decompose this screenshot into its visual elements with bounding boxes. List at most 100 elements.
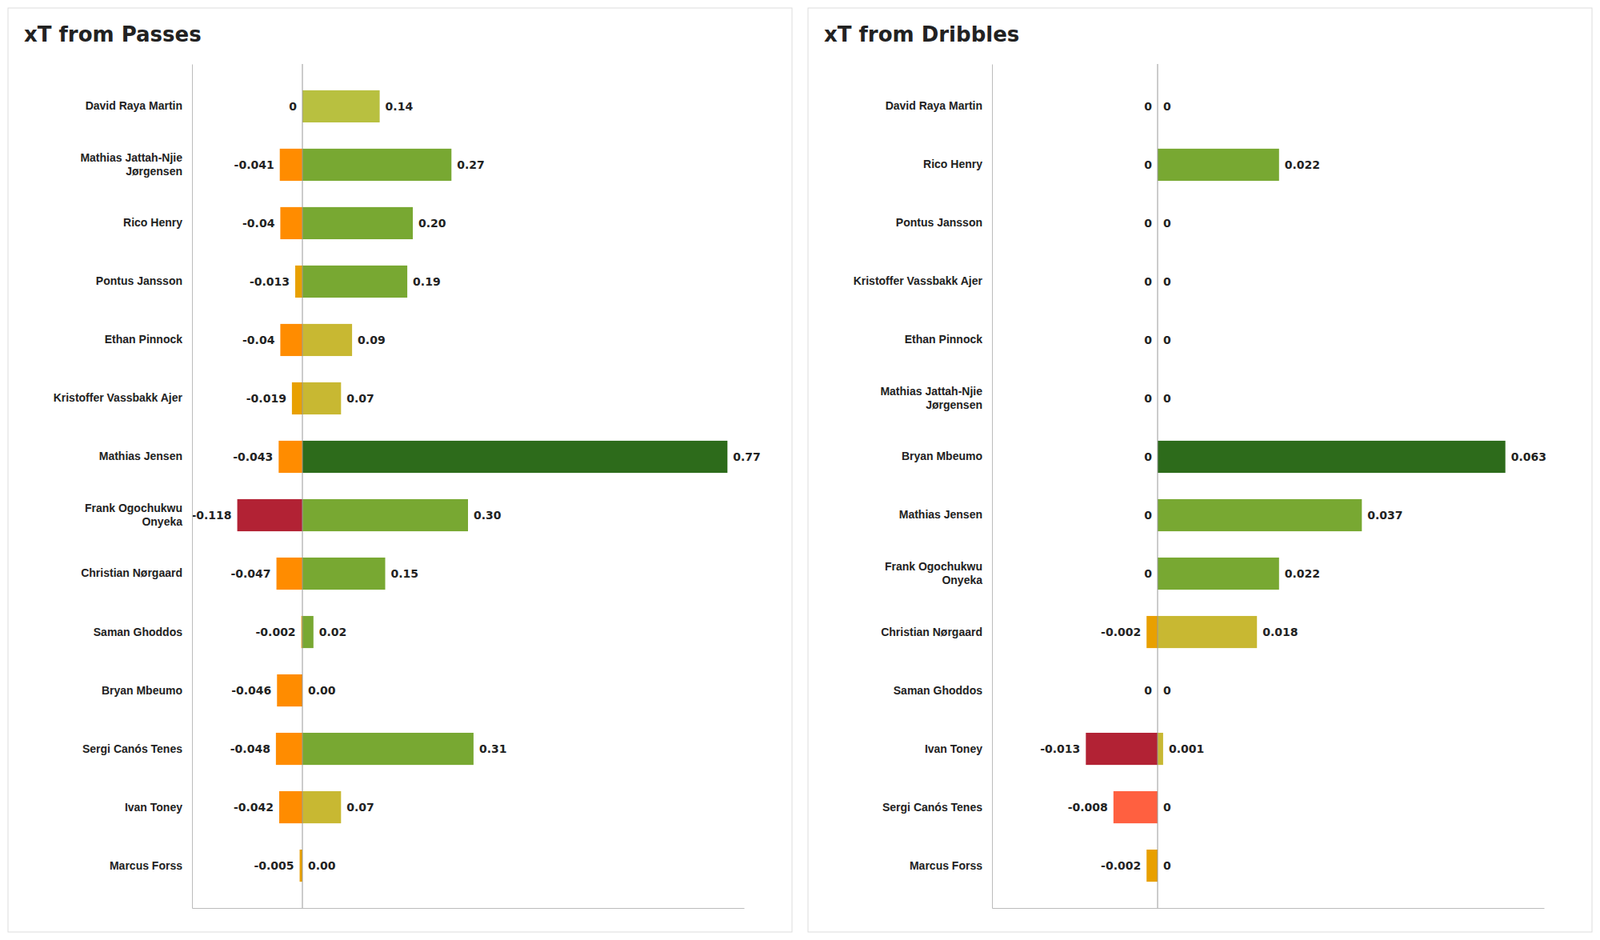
data-label: 0.07 [346, 392, 375, 405]
bar [300, 849, 303, 882]
y-tick-label: Ethan Pinnock [104, 332, 183, 346]
bar [278, 440, 303, 473]
zero-line [1157, 64, 1159, 908]
data-label: 0 [1163, 684, 1172, 697]
panel: xT from Dribbles000000000-0.0020-0.013-0… [808, 8, 1592, 932]
bar [1146, 849, 1158, 882]
x-axis-line [992, 908, 1545, 909]
data-label: -0.019 [246, 392, 287, 405]
data-label: 0.77 [732, 450, 761, 464]
y-axis: David Raya Martin Rico Henry Pontus Jansso… [853, 64, 993, 909]
y-tick-label: Mathias Jensen [899, 508, 983, 521]
y-tick: Mathias Jensen [99, 449, 183, 463]
data-label: 0.00 [308, 859, 336, 872]
data-label: 0 [288, 100, 297, 113]
y-tick-label: Mathias Jattah-NjieJørgensen [80, 151, 183, 178]
bar [1146, 616, 1158, 648]
data-label: -0.048 [230, 742, 271, 756]
y-tick-label: Pontus Jansson [96, 274, 183, 288]
y-tick: Bryan Mbeumo [101, 684, 183, 697]
bar [302, 90, 380, 123]
y-tick: Ethan Pinnock [904, 332, 983, 346]
data-label: 0.00 [308, 684, 336, 697]
plot: 0-0.041-0.04-0.013-0.04-0.019-0.043-0.11… [53, 64, 761, 909]
y-tick: Mathias Jattah-NjieJørgensen [80, 151, 183, 178]
bar [280, 324, 303, 356]
bar [302, 148, 452, 181]
data-label: 0.19 [412, 275, 441, 288]
bar [302, 265, 408, 298]
data-label: 0 [1144, 333, 1152, 347]
y-tick-label: Christian Nørgaard [80, 566, 183, 580]
chart-title: xT from Dribbles [824, 22, 1020, 47]
data-label: 0.022 [1284, 567, 1320, 580]
y-tick-label: Sergi Canós Tenes [882, 800, 983, 814]
data-label: -0.013 [249, 275, 290, 288]
y-tick: Pontus Jansson [96, 274, 183, 288]
panel-border [808, 8, 1592, 932]
y-tick-label: Ivan Toney [124, 800, 183, 814]
data-label: -0.002 [256, 625, 296, 639]
y-tick: David Raya Martin [885, 99, 983, 112]
bar [302, 440, 728, 473]
y-tick: Ivan Toney [124, 800, 183, 814]
data-label: 0 [1163, 216, 1172, 230]
data-label: 0 [1144, 567, 1152, 580]
y-tick: Mathias Jensen [899, 508, 983, 521]
y-axis: David Raya Martin Mathias Jattah-NjieJørg… [53, 64, 193, 909]
bar [1157, 148, 1280, 181]
y-tick-label: Saman Ghoddos [93, 625, 183, 639]
data-label: 0 [1163, 333, 1172, 347]
y-tick: Ethan Pinnock [104, 332, 183, 346]
bar [280, 207, 303, 240]
y-tick: Marcus Forss [109, 859, 183, 872]
bar [302, 791, 341, 824]
data-label: 0.037 [1367, 508, 1403, 522]
y-tick-label: Mathias Jattah-NjieJørgensen [880, 384, 983, 412]
data-label: -0.043 [232, 450, 273, 464]
bars [1085, 148, 1505, 882]
data-label: 0.20 [418, 216, 447, 230]
y-tick-label: Christian Nørgaard [880, 625, 983, 639]
bar [1157, 440, 1506, 473]
data-labels: 000000000-0.0020-0.013-0.008-0.00200.022… [1040, 100, 1547, 872]
data-label: -0.008 [1068, 800, 1108, 814]
y-tick-label: Frank OgochukwuOnyeka [884, 560, 983, 587]
data-label: 0 [1144, 275, 1152, 288]
bar [1157, 732, 1164, 765]
y-tick: Pontus Jansson [896, 216, 983, 229]
data-label: 0 [1144, 508, 1152, 522]
y-tick-label: David Raya Martin [85, 99, 183, 112]
y-tick: Sergi Canós Tenes [82, 742, 183, 756]
y-tick-label: Sergi Canós Tenes [82, 742, 183, 756]
y-tick: David Raya Martin [85, 99, 183, 112]
data-label: -0.04 [242, 333, 276, 347]
data-label: 0 [1144, 216, 1152, 230]
y-tick: Rico Henry [923, 157, 983, 171]
bar [302, 324, 352, 356]
data-label: 0 [1144, 684, 1152, 697]
bar [302, 382, 341, 415]
y-tick: Kristoffer Vassbakk Ajer [853, 274, 984, 288]
y-tick-label: Mathias Jensen [99, 449, 183, 463]
data-label: 0.07 [346, 800, 375, 814]
data-label: -0.002 [1100, 859, 1141, 872]
y-tick-label: Bryan Mbeumo [101, 684, 183, 697]
data-label: -0.013 [1040, 742, 1080, 756]
bar [276, 557, 303, 590]
data-labels: 0-0.041-0.04-0.013-0.04-0.019-0.043-0.11… [191, 100, 760, 872]
bar [1157, 616, 1257, 648]
y-tick: Saman Ghoddos [893, 684, 983, 697]
x-axis [992, 908, 1545, 909]
data-label: 0 [1144, 450, 1152, 464]
y-tick: Ivan Toney [924, 742, 983, 756]
data-label: 0 [1144, 100, 1152, 113]
data-label: -0.042 [233, 800, 274, 814]
data-label: -0.118 [191, 508, 232, 522]
data-label: 0 [1144, 158, 1152, 172]
y-tick: Frank OgochukwuOnyeka [884, 560, 983, 587]
bar [280, 148, 303, 181]
chart-root: xT from Passes0-0.041-0.04-0.013-0.04-0.… [0, 0, 1600, 940]
plot: 000000000-0.0020-0.013-0.008-0.00200.022… [853, 64, 1547, 909]
chart-title: xT from Passes [24, 22, 202, 47]
